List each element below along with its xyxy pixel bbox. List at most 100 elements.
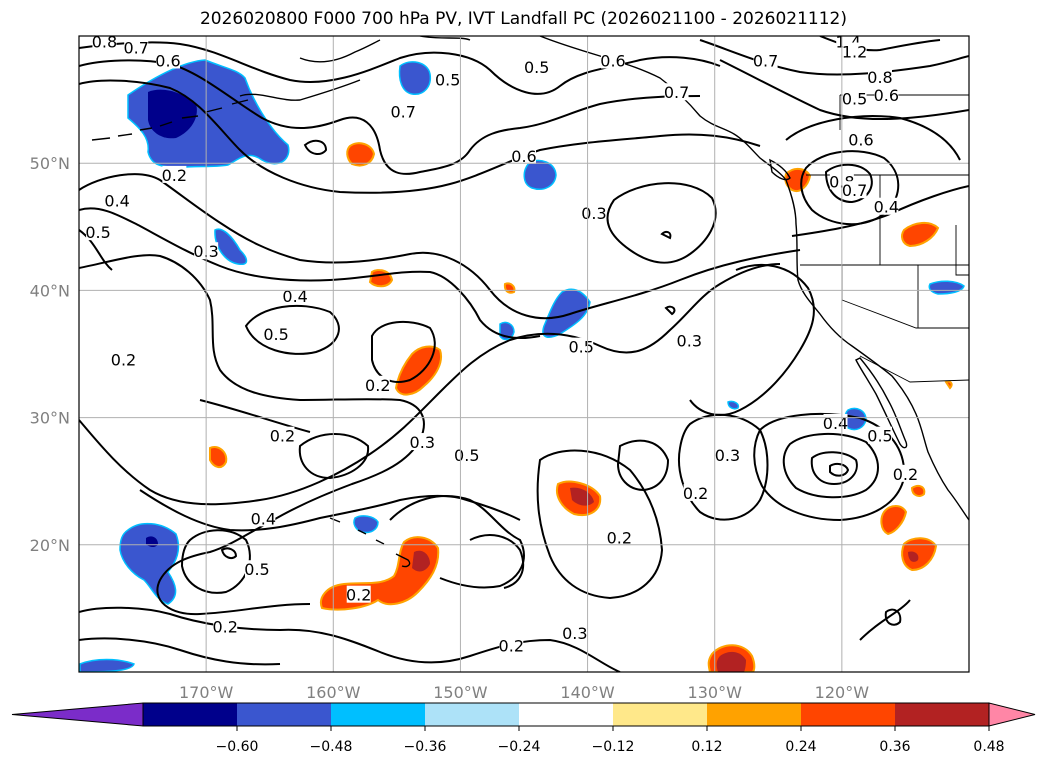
hawaiian-islands — [329, 517, 411, 568]
colorbar-tick-label: −0.36 — [404, 739, 447, 755]
axis-tick-labels: 170°W 160°W 150°W 140°W 130°W 120°W 50°N 40°N 30… — [30, 154, 870, 702]
colorbar-segment — [143, 703, 237, 726]
pv-contour — [389, 495, 525, 589]
gridlines — [79, 36, 969, 672]
colorbar-tick-label: 0.36 — [879, 739, 910, 755]
lon-tick-label: 130°W — [688, 683, 743, 702]
contour-label: 0.2 — [346, 586, 371, 605]
anomaly-blob-pos — [880, 505, 908, 536]
contour-label: 0.6 — [874, 86, 899, 105]
anomaly-blob-pos-core — [908, 551, 919, 562]
contour-label: 0.5 — [244, 560, 269, 579]
contour-label-bg — [105, 191, 130, 209]
colorbar-segment — [801, 703, 895, 726]
colorbar-tick-label: 0.24 — [785, 739, 816, 755]
anomaly-blob-pos — [901, 222, 940, 248]
anomaly-blob-pos — [784, 168, 812, 192]
contour-label: 0.4 — [874, 198, 899, 217]
alaska-coastline — [239, 36, 787, 181]
contour-label: 0.8 — [867, 68, 892, 87]
contour-label-bg — [893, 464, 918, 482]
pv-contour — [79, 173, 801, 320]
contour-label: 0.8 — [92, 32, 117, 51]
lon-tick-label: 170°W — [179, 683, 234, 702]
contour-label-bg — [283, 286, 308, 304]
pv-contour — [220, 547, 238, 559]
colorbar-tick-label: 0.48 — [973, 739, 1004, 755]
lat-tick-label: 30°N — [30, 409, 70, 428]
pv-contour — [616, 439, 670, 492]
contour-label: 0.2 — [607, 528, 632, 547]
contour-label-bg — [264, 324, 289, 342]
pv-contour — [79, 59, 701, 175]
anomaly-blob-neg — [727, 400, 740, 410]
pv-contour — [699, 39, 969, 121]
contour-label: 0.5 — [85, 223, 110, 242]
contour-label-bg — [499, 636, 524, 654]
contour-label: 0.3 — [715, 446, 740, 465]
colorbar-tick-label: −0.24 — [498, 739, 541, 755]
pv-contour — [244, 304, 340, 355]
contour-label: 0.5 — [842, 90, 867, 109]
baja-california — [855, 357, 908, 449]
contour-label-bg — [162, 165, 187, 183]
contour-label: 0.5 — [263, 325, 288, 344]
colorbar-tick-label: −0.48 — [310, 739, 353, 755]
lon-tick-label: 150°W — [433, 683, 488, 702]
map-area: 0.8 0.7 0.6 0.2 0.4 0.5 0.3 0.4 0.5 0.2 0.2 0.2 0.3 0… — [79, 32, 969, 672]
colorbar-segment — [707, 703, 801, 726]
colorbar-outline — [142, 702, 990, 727]
anomaly-blob-pos — [209, 446, 228, 468]
contour-label-bg — [677, 331, 702, 349]
contour-label-bg — [391, 102, 416, 120]
anomaly-blob-neg — [523, 159, 557, 190]
contour-label-bg — [683, 483, 708, 501]
contour-label: 0.2 — [683, 484, 708, 503]
anomaly-blob-pos — [910, 485, 926, 497]
colorbar-extend-high — [988, 702, 1036, 727]
contour-label-bg — [86, 223, 111, 241]
north-america-west-coast — [785, 179, 969, 521]
colorbar-segment — [331, 703, 425, 726]
contour-label: 0.6 — [511, 147, 536, 166]
contour-label-bg — [842, 89, 867, 107]
pv-contour — [678, 413, 769, 521]
contour-label-bg — [512, 146, 536, 164]
contour-label-bg — [874, 197, 899, 215]
pv-contour — [824, 163, 873, 204]
contour-label: 0.3 — [581, 204, 606, 223]
pv-contour — [79, 79, 761, 194]
contour-label-bg — [601, 51, 625, 69]
pv-contour — [689, 263, 815, 416]
anomaly-blob-neg — [119, 522, 180, 605]
pv-contour — [298, 433, 370, 480]
pv-contour — [79, 263, 781, 506]
contour-label-bg — [868, 426, 892, 444]
contour-label-bg — [92, 36, 117, 50]
contour-label: 0.2 — [270, 427, 295, 446]
contour-label-bg — [715, 445, 740, 463]
contour-label: 0.6 — [600, 51, 625, 70]
colorbar-segment — [895, 703, 989, 726]
contour-label: 0.2 — [162, 166, 187, 185]
pv-contour — [180, 529, 251, 594]
colorbar-tick-label: −0.12 — [592, 739, 635, 755]
contour-label: 0.3 — [562, 624, 587, 643]
contour-label: 0.4 — [104, 191, 129, 210]
contour-label: 0.3 — [410, 433, 435, 452]
contour-label: 0.5 — [435, 71, 460, 90]
contour-label: 0.7 — [753, 51, 778, 70]
contour-label: 0.7 — [123, 39, 148, 58]
state-border — [800, 94, 969, 383]
contour-label-bg — [270, 426, 295, 444]
contour-label-bg — [410, 433, 435, 451]
aleutian-islands — [91, 99, 249, 141]
contour-label-bg — [213, 617, 238, 635]
contour-label-bg — [664, 83, 689, 101]
lat-tick-label: 20°N — [30, 536, 70, 555]
contour-label: 0.7 — [390, 102, 415, 121]
anomaly-blob-pos-core — [716, 651, 746, 672]
lon-tick-label: 140°W — [560, 683, 615, 702]
contour-label: 0.5 — [454, 446, 479, 465]
contour-label-bg — [365, 375, 390, 393]
